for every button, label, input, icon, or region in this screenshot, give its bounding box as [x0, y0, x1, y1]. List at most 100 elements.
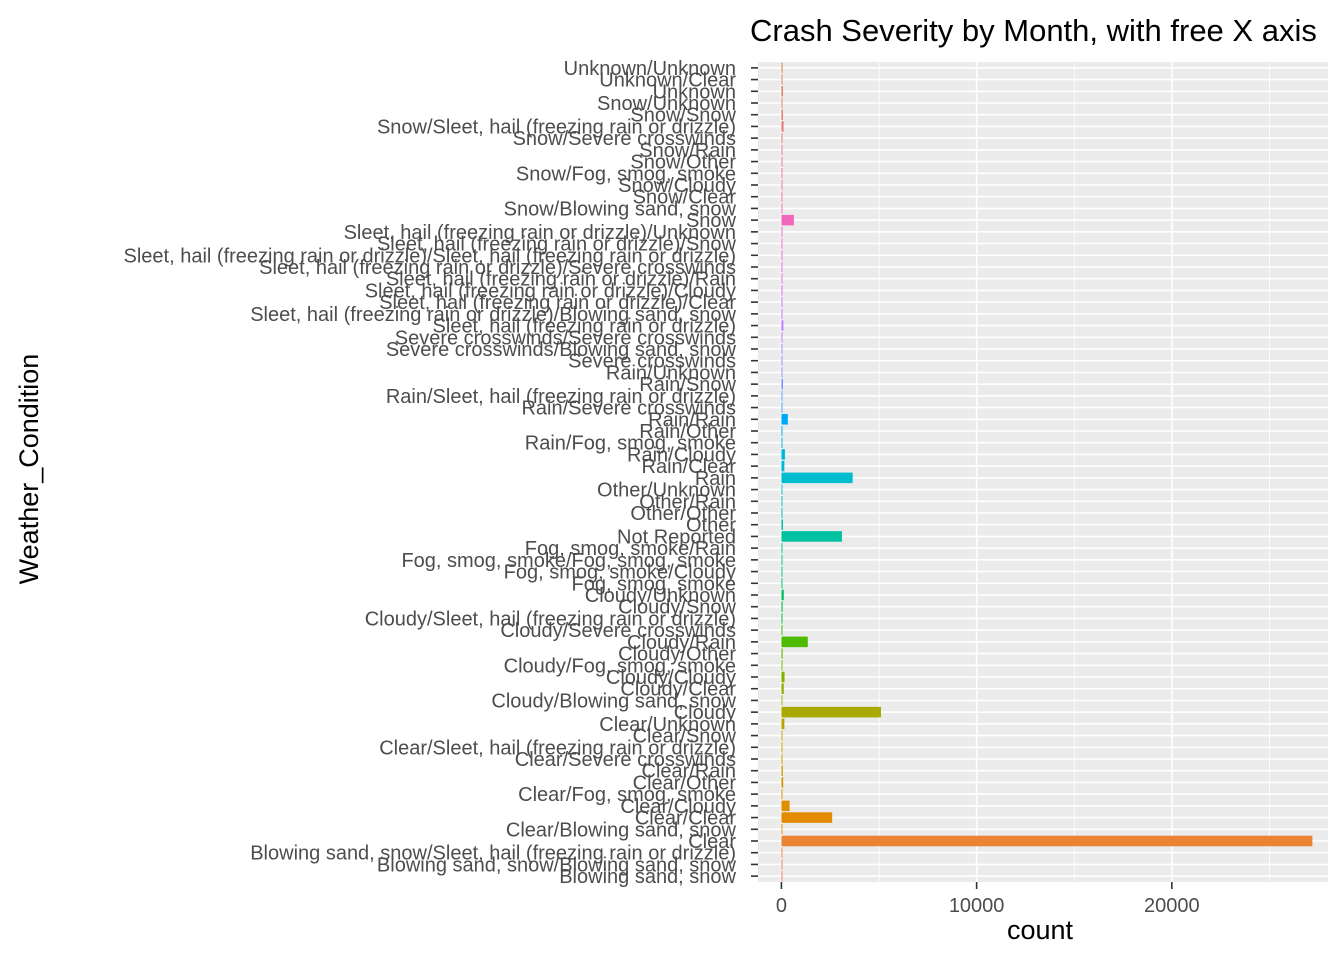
bar — [781, 179, 783, 191]
y-tick-label: Sleet, hail (freezing rain or drizzle)/S… — [259, 257, 736, 279]
y-tick-label: Clear/Fog, smog, smoke — [518, 784, 736, 806]
y-tick-label: Sleet, hail (freezing rain or drizzle) — [433, 316, 736, 338]
y-tick-label: Rain — [695, 468, 736, 490]
bar — [781, 261, 783, 273]
y-tick-label: Cloudy/Clear — [620, 679, 736, 701]
y-tick-label: Cloudy/Cloudy — [606, 667, 736, 689]
bar — [781, 144, 783, 156]
bar — [781, 542, 783, 554]
bar — [781, 86, 783, 97]
y-tick-label: Snow/Fog, smog, smoke — [516, 163, 736, 185]
bar — [781, 214, 794, 226]
y-tick-label: Sleet, hail (freezing rain or drizzle)/U… — [344, 222, 736, 244]
bar — [781, 554, 783, 566]
bar — [781, 613, 783, 624]
y-tick-label: Snow — [686, 210, 737, 232]
bar — [781, 390, 783, 402]
y-tick-label: Snow/Severe crosswinds — [513, 128, 736, 150]
x-tick-label: 10000 — [949, 895, 1005, 917]
y-tick-label: Snow/Blowing sand, snow — [504, 198, 737, 220]
bar — [781, 742, 783, 753]
y-axis-title: Weather_Condition — [14, 354, 44, 585]
bar — [781, 683, 784, 694]
y-tick-label: Snow/Cloudy — [618, 175, 736, 197]
x-axis-title: count — [1007, 915, 1074, 945]
y-tick-label: Cloudy/Severe crosswinds — [500, 620, 736, 642]
y-tick-label: Clear/Cloudy — [620, 796, 736, 818]
y-tick-label: Rain/Cloudy — [627, 444, 736, 466]
y-tick-label: Other — [686, 515, 736, 537]
bar — [781, 168, 783, 179]
y-tick-label: Severe crosswinds/Blowing sand, snow — [386, 339, 737, 361]
y-tick-label: Clear/Severe crosswinds — [515, 749, 736, 771]
bar — [781, 414, 788, 425]
y-tick-label: Cloudy/Other — [618, 644, 736, 666]
y-tick-label: Snow/Clear — [633, 187, 737, 209]
bar — [781, 332, 783, 343]
bar — [781, 132, 783, 144]
bar — [781, 97, 783, 109]
y-tick-label: Cloudy/Fog, smog, smoke — [504, 655, 736, 677]
y-tick-label: Snow/Sleet, hail (freezing rain or drizz… — [377, 116, 736, 138]
bar — [781, 870, 783, 882]
y-tick-label: Unknown — [653, 81, 736, 103]
y-tick-label: Rain/Sleet, hail (freezing rain or drizz… — [386, 386, 736, 408]
y-tick-label: Clear/Sleet, hail (freezing rain or driz… — [379, 737, 736, 759]
y-tick-label: Other/Other — [630, 503, 736, 525]
bar — [781, 812, 833, 823]
bar — [781, 308, 783, 320]
bar — [781, 730, 783, 741]
bar — [781, 531, 842, 542]
bar — [781, 578, 783, 589]
y-tick-label: Blowing sand, snow — [559, 866, 736, 888]
bar — [781, 566, 783, 577]
bar — [781, 425, 783, 437]
y-tick-label: Fog, smog, smoke — [571, 573, 736, 595]
y-tick-label: Clear — [688, 831, 736, 853]
bar — [781, 859, 783, 870]
y-tick-label: Rain/Other — [639, 421, 736, 443]
y-tick-label: Cloudy/Sleet, hail (freezing rain or dri… — [365, 608, 736, 630]
y-tick-label: Cloudy/Rain — [627, 632, 736, 654]
y-tick-label: Clear/Clear — [635, 808, 736, 830]
y-tick-label: Sleet, hail (freezing rain or drizzle)/C… — [365, 280, 736, 302]
y-tick-label: Other/Rain — [639, 491, 736, 513]
bar — [781, 378, 783, 390]
bar — [781, 660, 783, 671]
bar — [781, 191, 783, 202]
y-tick-label: Snow/Rain — [639, 140, 736, 162]
y-tick-label: Severe crosswinds — [568, 351, 736, 373]
bar — [781, 765, 783, 776]
bar — [781, 402, 783, 413]
y-tick-label: Clear/Other — [633, 772, 737, 794]
bar — [781, 121, 784, 132]
y-tick-label: Sleet, hail (freezing rain or drizzle)/R… — [386, 269, 736, 291]
y-tick-label: Blowing sand, snow/Sleet, hail (freezing… — [250, 843, 736, 865]
y-tick-label: Sleet, hail (freezing rain or drizzle)/C… — [379, 292, 736, 314]
x-tick-label: 20000 — [1144, 895, 1200, 917]
bar — [781, 437, 783, 448]
bar — [781, 460, 785, 472]
y-tick-label: Cloudy — [674, 702, 736, 724]
chart-title: Crash Severity by Month, with free X axi… — [750, 13, 1317, 48]
bar — [781, 777, 784, 788]
bar — [781, 484, 783, 495]
y-tick-label: Snow/Other — [630, 152, 736, 174]
bar — [781, 835, 1313, 847]
bar — [781, 296, 783, 308]
x-axis-ticks: 0 10000 20000 — [776, 882, 1200, 917]
y-tick-label: Unknown/Clear — [599, 70, 736, 92]
bar — [781, 62, 783, 74]
y-tick-label: Blowing sand, snow/Blowing sand, snow — [377, 854, 737, 876]
bar — [781, 285, 783, 296]
y-tick-label: Other/Unknown — [597, 480, 736, 502]
y-tick-label: Clear/Rain — [642, 761, 736, 783]
bar — [781, 824, 783, 835]
plot-panel — [758, 62, 1328, 882]
x-tick-label: 0 — [776, 895, 787, 917]
bar — [781, 706, 881, 718]
y-tick-label: Sleet, hail (freezing rain or drizzle)/S… — [124, 245, 736, 267]
y-tick-label: Sleet, hail (freezing rain or drizzle)/B… — [250, 304, 736, 326]
bar — [781, 589, 784, 601]
